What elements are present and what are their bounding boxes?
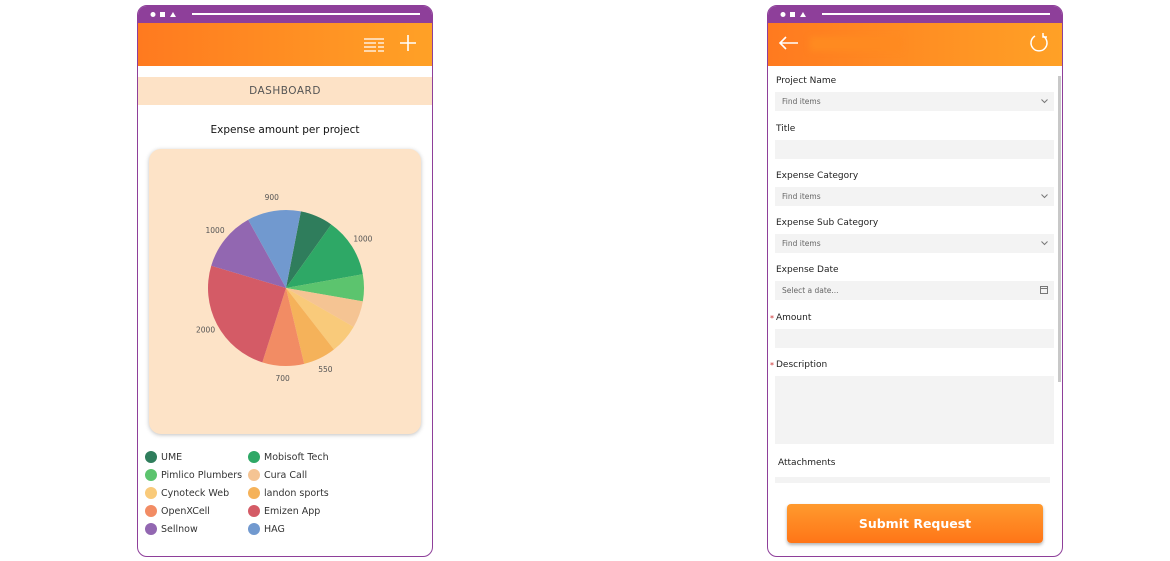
placeholder: Find items (782, 239, 821, 248)
pie-slice (286, 211, 332, 288)
legend-label: HAG (264, 524, 285, 535)
required-marker: * (770, 361, 774, 370)
legend-label: Pimlico Plumbers (161, 470, 242, 481)
header (768, 23, 1062, 66)
legend-swatch (248, 505, 260, 517)
input-dropdown[interactable]: Find items (775, 92, 1054, 111)
pie-slice (208, 265, 286, 363)
field-label: Project Name (776, 76, 837, 86)
placeholder: Select a date... (782, 286, 839, 295)
field-label: Expense Sub Category (776, 218, 879, 228)
data-label: 2000 (196, 326, 215, 335)
data-label: 1000 (206, 226, 225, 235)
data-label: 550 (318, 365, 333, 374)
placeholder: Find items (782, 192, 821, 201)
legend-swatch (248, 523, 260, 535)
header (138, 23, 432, 66)
status-bar (768, 6, 1062, 23)
chevron (1041, 241, 1048, 246)
pie-slice (286, 288, 363, 327)
pie-slice (286, 274, 364, 302)
legend-label: OpenXCell (161, 506, 210, 517)
calendar-icon (1040, 286, 1048, 294)
legend-label: UME (161, 452, 182, 463)
chevron (1041, 194, 1048, 199)
field-label: Description (776, 360, 828, 370)
field-label: Title (776, 124, 796, 134)
legend-label: Cynoteck Web (161, 488, 229, 499)
status-icons (780, 12, 806, 17)
field-label: Amount (776, 313, 812, 323)
status-bar (138, 6, 432, 23)
add-icon[interactable] (399, 34, 417, 52)
blurred-title (810, 37, 902, 51)
dashboard-phone: DASHBOARD Expense amount per project 100… (137, 5, 433, 557)
attachments-label: Attachments (778, 458, 836, 468)
pie-slice (211, 219, 286, 288)
legend-swatch (248, 487, 260, 499)
dashboard-header: DASHBOARD (138, 77, 432, 105)
list-icon[interactable] (363, 36, 385, 54)
input-dropdown[interactable]: Find items (775, 187, 1054, 206)
legend-swatch (145, 469, 157, 481)
required-marker: * (770, 314, 774, 323)
submit-button[interactable]: Submit Request (787, 504, 1043, 543)
pie-chart: 1000 550 700 2000 1000 900 UME Mobisoft Tech Pim… (145, 193, 373, 535)
data-label: 700 (275, 374, 290, 383)
legend-swatch (145, 487, 157, 499)
legend-swatch (145, 451, 157, 463)
chevron (1041, 99, 1048, 104)
input-dropdown[interactable]: Find items (775, 234, 1054, 253)
legend-label: Sellnow (161, 524, 198, 535)
input-textarea[interactable] (775, 376, 1054, 444)
input-text[interactable] (775, 140, 1054, 159)
pie-slice (262, 288, 305, 366)
legend-label: landon sports (264, 488, 329, 499)
status-icons (150, 12, 176, 17)
field-label: Expense Category (776, 171, 859, 181)
chart-title: Expense amount per project (210, 124, 360, 136)
placeholder: Find items (782, 97, 821, 106)
legend-label: Emizen App (264, 506, 320, 517)
scrollbar (1058, 76, 1061, 382)
data-label: 900 (265, 193, 280, 202)
legend-label: Mobisoft Tech (264, 452, 329, 463)
pie-slice (286, 288, 354, 350)
pie-slice (248, 210, 301, 288)
legend-swatch (145, 505, 157, 517)
legend-swatch (145, 523, 157, 535)
legend-label: Cura Call (264, 470, 307, 481)
pie-slice (286, 224, 363, 288)
pie-slice (286, 288, 334, 364)
input-date[interactable]: Select a date... (775, 281, 1054, 300)
attachments-field[interactable] (775, 477, 1050, 483)
input-text[interactable] (775, 329, 1054, 348)
legend-swatch (248, 469, 260, 481)
data-label: 1000 (353, 234, 372, 243)
form-phone: Project Name Find items Title Expense Categ… (767, 5, 1063, 557)
refresh-icon[interactable] (1028, 32, 1050, 54)
legend-swatch (248, 451, 260, 463)
field-label: Expense Date (776, 265, 839, 275)
back-icon[interactable] (778, 35, 800, 51)
